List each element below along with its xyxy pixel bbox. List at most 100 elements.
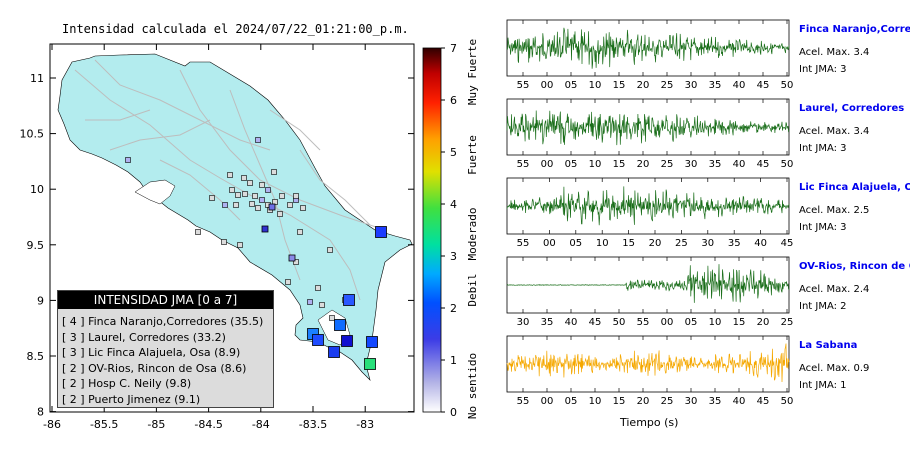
time-tick-label: 55 [517,80,530,91]
costa-rica-land [57,53,413,382]
time-tick-label: 10 [589,80,602,91]
station-marker [265,187,271,193]
lon-tick-label: -84.5 [194,418,222,431]
lat-tick-label: 9 [37,294,44,307]
station-marker [288,254,296,262]
time-tick-label: 00 [543,238,556,249]
station-marker [293,193,299,199]
time-tick-label: 40 [565,317,578,328]
station-marker [293,259,299,265]
station-marker [285,279,291,285]
station-markers [261,203,387,370]
time-tick-label: 10 [596,238,609,249]
time-tick-label: 50 [613,317,626,328]
latitude-ticks: 11 10.5 10 9.5 9 8.5 8 [20,72,414,419]
time-tick-label: 30 [685,80,698,91]
station-marker [328,346,340,358]
time-tick-label: 30 [701,238,714,249]
station-marker [125,157,131,163]
max-acceleration: Acel. Max. 3.4 [799,126,870,137]
time-tick-label: 40 [733,396,746,407]
station-marker [209,195,215,201]
station-name: OV-Rios, Rincon de Osa [799,261,910,272]
station-name: Finca Naranjo,Corredor [799,24,910,35]
colorbar-category-label: No sentido [466,353,479,419]
legend-item: [ 3 ] Laurel, Corredores (33.2) [62,330,226,344]
colorbar-category-label: Muy Fuerte [466,39,479,105]
legend-list: [ 4 ] Finca Naranjo,Corredores (35.5) [ 3… [58,309,273,408]
station-marker [366,336,378,348]
station-marker [235,192,241,198]
lon-tick-label: -84 [252,418,270,431]
station-marker [241,175,247,181]
time-tick-label: 15 [613,80,626,91]
lon-tick-label: -85 [147,418,165,431]
time-tick-label: 35 [709,396,722,407]
time-tick-label: 45 [757,396,770,407]
time-tick-label: 00 [541,80,554,91]
max-acceleration: Acel. Max. 2.4 [799,284,870,295]
station-marker [364,358,376,370]
waveform-trace [506,186,790,226]
roads [74,59,386,301]
time-tick-label: 25 [661,396,674,407]
max-acceleration: Acel. Max. 2.5 [799,205,870,216]
lat-tick-label: 10.5 [20,128,45,141]
time-tick-label: 10 [709,317,722,328]
max-acceleration: Acel. Max. 0.9 [799,363,870,374]
legend-item: [ 2 ] Hosp C. Neily (9.8) [62,377,192,391]
station-marker [222,202,228,208]
station-marker [227,172,233,178]
time-tick-label: 45 [589,317,602,328]
colorbar-ticks: 0 1 2 3 4 5 6 7 [441,42,457,419]
station-marker [252,193,258,199]
time-tick-label: 55 [517,238,530,249]
station-marker [255,137,261,143]
time-tick-label: 25 [661,159,674,170]
station-marker [279,193,285,199]
lat-tick-label: 8 [37,406,44,419]
map-title: Intensidad calculada el 2024/07/22_01:21… [62,22,409,36]
station-marker [233,202,239,208]
lon-tick-label: -85.5 [90,418,118,431]
station-marker [307,299,313,305]
time-tick-label: 55 [517,159,530,170]
colorbar-category-label: Moderado [466,208,479,261]
station-marker [268,203,276,211]
time-tick-label: 10 [589,159,602,170]
station-marker [247,180,253,186]
station-marker [271,169,277,175]
colorbar-tick-label: 0 [450,406,457,419]
legend-item: [ 3 ] Lic Finca Alajuela, Osa (8.9) [62,346,241,360]
jma-intensity: Int JMA: 3 [799,64,847,75]
legend-item: [ 2 ] OV-Rios, Rincon de Osa (8.6) [62,361,247,375]
time-tick-label: 40 [733,159,746,170]
jma-intensity: Int JMA: 1 [799,380,847,391]
time-tick-label: 25 [661,80,674,91]
time-tick-label: 40 [733,80,746,91]
station-marker [343,294,355,306]
time-tick-label: 20 [637,396,650,407]
time-axis-label: Tiempo (s) [620,416,679,429]
nicoya-gulf [134,179,176,205]
station-marker [329,315,335,321]
colorbar-tick-label: 1 [450,354,457,367]
time-tick-label: 25 [675,238,688,249]
station-marker [259,197,265,203]
small-station-markers [125,137,348,321]
lat-tick-label: 11 [30,72,44,85]
station-marker [297,229,303,235]
time-tick-label: 15 [622,238,635,249]
legend-title: INTENSIDAD JMA [0 a 7] [58,291,273,309]
station-info: Acel. Max. 2.4 Int JMA: 2 [799,281,869,315]
legend-item: [ 4 ] Finca Naranjo,Corredores (35.5) [62,315,264,328]
station-name: La Sabana [799,340,858,351]
waveform-panels: 55 00 05 10 15 20 25 30 35 40 45 50 55 00 05 10 15 20 25 30… [506,19,794,407]
time-tick-label: 35 [709,159,722,170]
station-name: Laurel, Corredores [799,103,905,114]
colorbar-tick-label: 5 [450,146,457,159]
time-tick-label: 50 [781,159,794,170]
time-tick-label: 00 [541,396,554,407]
time-tick-label: 00 [541,159,554,170]
waveform-trace [506,343,790,383]
